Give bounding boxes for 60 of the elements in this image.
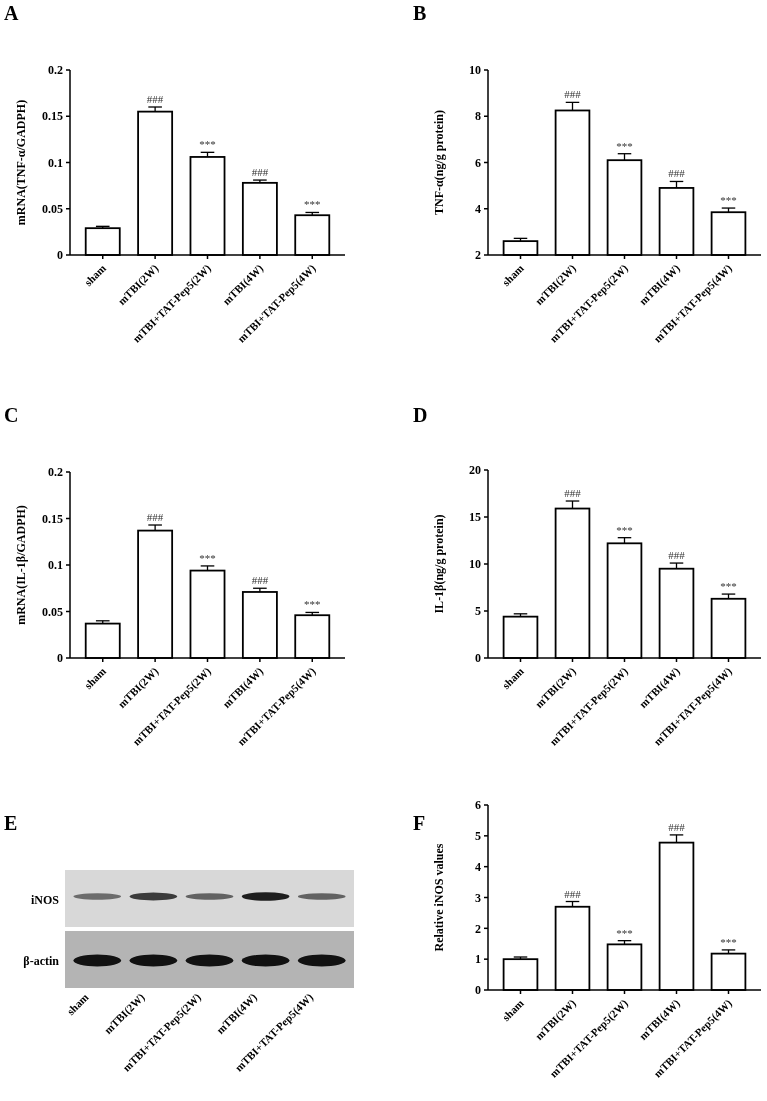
- y-tick-label: 5: [475, 829, 481, 844]
- y-tick-label: 6: [475, 798, 481, 813]
- y-tick-label: 6: [475, 155, 481, 170]
- annotation: ***: [199, 551, 216, 564]
- annotation: ***: [304, 198, 321, 211]
- y-tick-label: 0: [475, 983, 481, 998]
- annotation: ***: [616, 523, 633, 536]
- y-tick-label: 0.2: [48, 465, 63, 480]
- annotation: ###: [668, 167, 686, 180]
- y-tick-label: 0.15: [42, 511, 63, 526]
- y-tick-label: 0.05: [42, 201, 63, 216]
- y-axis-title: mRNA(IL-1β/GADPH): [14, 505, 28, 625]
- chart-title: A: [4, 2, 19, 24]
- annotation: ***: [720, 194, 737, 207]
- annotation: ###: [251, 166, 269, 179]
- chart-title: D: [413, 404, 428, 426]
- chart-title: F: [413, 812, 426, 834]
- annotation: ###: [251, 574, 269, 587]
- chart-title: B: [413, 2, 427, 24]
- text: E: [4, 812, 18, 834]
- annotation: ***: [616, 139, 633, 152]
- y-tick-label: 10: [469, 557, 481, 572]
- y-tick-label: 0: [475, 651, 481, 666]
- y-tick-label: 0.1: [48, 558, 63, 573]
- annotation: ***: [304, 598, 321, 611]
- y-tick-label: 1: [475, 952, 481, 967]
- y-tick-label: 15: [469, 510, 481, 525]
- y-tick-label: 10: [469, 63, 481, 78]
- y-axis-title: Relative iNOS values: [432, 843, 446, 952]
- y-tick-label: 3: [475, 890, 481, 905]
- annotation: ###: [668, 549, 686, 562]
- y-tick-label: 2: [475, 921, 481, 936]
- y-tick-label: 5: [475, 604, 481, 619]
- annotation: ***: [720, 935, 737, 948]
- chart-title: C: [4, 404, 19, 426]
- y-axis-title: mRNA(TNF-α/GADPH): [14, 99, 28, 226]
- annotation: ###: [146, 511, 164, 524]
- annotation: ###: [668, 820, 686, 833]
- annotation: ###: [564, 887, 582, 900]
- y-tick-label: 0.1: [48, 155, 63, 170]
- annotation: ###: [146, 93, 164, 105]
- y-tick-label: 2: [475, 248, 481, 263]
- annotation: ***: [199, 138, 216, 151]
- y-tick-label: 0.05: [42, 604, 63, 619]
- annotation: ###: [564, 88, 582, 101]
- y-tick-label: 0.15: [42, 109, 63, 124]
- y-tick-label: 0: [57, 651, 63, 666]
- text: β-actin: [23, 953, 60, 968]
- annotation: ***: [616, 926, 633, 939]
- y-tick-label: 4: [475, 201, 481, 216]
- y-axis-title: TNF-α(ng/g protein): [432, 110, 446, 215]
- y-tick-label: 20: [469, 463, 481, 478]
- y-tick-label: 0: [57, 248, 63, 263]
- y-axis-title: IL-1β(ng/g protein): [432, 514, 446, 614]
- annotation: ###: [564, 487, 582, 500]
- annotation: ***: [720, 580, 737, 593]
- y-tick-label: 8: [475, 109, 481, 124]
- y-tick-label: 0.2: [48, 63, 63, 78]
- y-tick-label: 4: [475, 859, 481, 874]
- text: iNOS: [30, 892, 60, 907]
